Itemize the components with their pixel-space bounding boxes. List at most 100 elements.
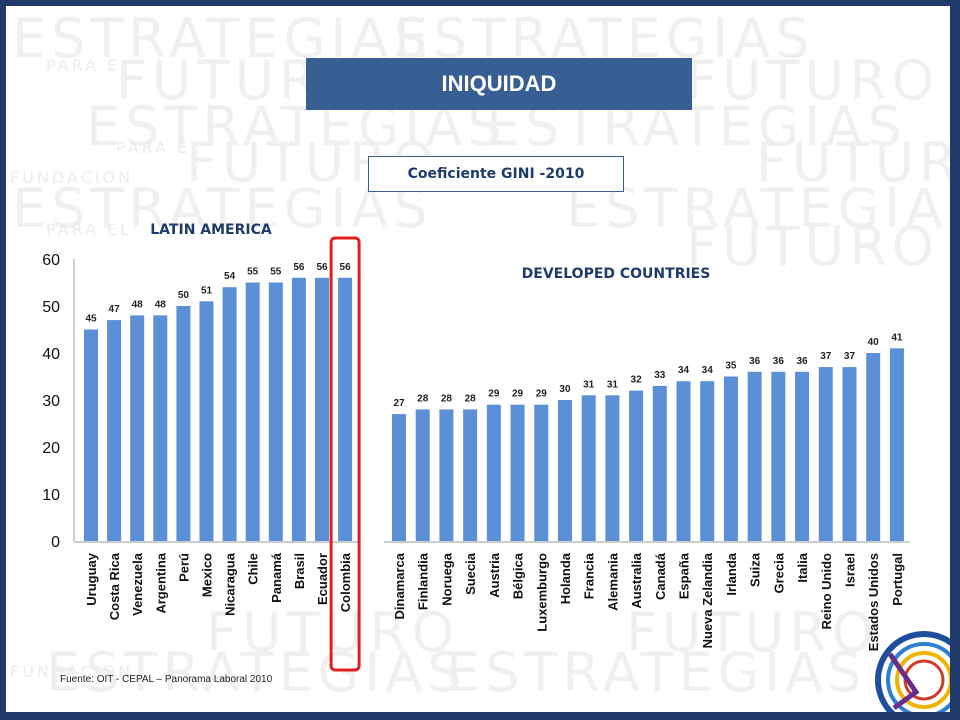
bar xyxy=(676,381,691,541)
data-label: 32 xyxy=(631,375,643,386)
data-label: 56 xyxy=(316,262,328,273)
x-tick-label: Irlanda xyxy=(724,552,739,595)
watermark-row: PARA EL xyxy=(46,220,133,239)
x-tick-label: Alemania xyxy=(605,552,620,611)
gini-chart: 0 10 20 30 40 50 60 LATIN AMERICA 45 Uruguay 47 Cos… xyxy=(42,222,910,672)
bar xyxy=(107,320,122,541)
bar xyxy=(866,353,881,541)
x-tick-label: Portugal xyxy=(890,553,905,606)
data-label: 29 xyxy=(488,389,500,400)
data-label: 29 xyxy=(536,389,548,400)
watermark-row: PARA EL xyxy=(46,56,133,75)
y-tick-label: 50 xyxy=(42,299,60,316)
data-label: 45 xyxy=(85,314,97,325)
bar xyxy=(130,315,145,541)
data-label: 36 xyxy=(797,356,809,367)
bar xyxy=(315,277,329,541)
data-label: 37 xyxy=(820,351,832,362)
bar xyxy=(338,277,353,541)
data-label: 48 xyxy=(155,299,167,310)
watermark-row: ESTRATEGIAS xyxy=(446,641,867,704)
x-tick-label: Perú xyxy=(176,553,191,582)
bar xyxy=(818,367,833,541)
bar xyxy=(842,367,857,541)
data-label: 34 xyxy=(678,365,690,376)
data-label: 33 xyxy=(654,370,666,381)
chart-subtitle: Coeficiente GINI -2010 xyxy=(368,156,624,192)
watermark-row: ESTRATEGIAS xyxy=(12,177,433,240)
watermark-row: ESTRATEGIAS xyxy=(394,7,815,70)
data-label: 40 xyxy=(868,337,880,348)
bar xyxy=(795,371,810,541)
bar xyxy=(723,376,738,541)
data-label: 36 xyxy=(749,356,761,367)
data-label: 56 xyxy=(293,262,305,273)
latin-america-label: LATIN AMERICA xyxy=(150,222,272,238)
watermark-row: PARA EL xyxy=(116,138,203,157)
bar xyxy=(245,282,260,541)
y-tick-label: 30 xyxy=(42,393,60,410)
bar xyxy=(153,315,168,541)
bar xyxy=(176,306,191,541)
x-tick-label: Suecia xyxy=(463,552,478,595)
source-note: Fuente: OIT - CEPAL – Panorama Laboral 2… xyxy=(60,674,273,685)
data-label: 55 xyxy=(270,267,282,278)
x-tick-label: Costa Rica xyxy=(107,552,122,620)
x-tick-label: Grecia xyxy=(771,552,786,593)
data-label: 31 xyxy=(583,379,595,390)
data-label: 30 xyxy=(559,384,571,395)
x-tick-label: Luxemburgo xyxy=(534,553,549,632)
x-tick-label: Finlandia xyxy=(416,552,431,610)
watermark-row: ESTRATEGIAS xyxy=(12,7,433,70)
bar xyxy=(629,390,644,541)
x-tick-label: Panamá xyxy=(269,552,284,603)
x-tick-label: Canadá xyxy=(653,552,668,600)
x-tick-label: España xyxy=(677,552,692,599)
x-tick-label: Austria xyxy=(487,552,502,598)
data-label: 28 xyxy=(441,393,453,404)
bar xyxy=(84,329,98,541)
bar xyxy=(291,277,306,541)
bar xyxy=(392,414,406,541)
x-tick-label: Suiza xyxy=(748,552,763,587)
x-tick-label: Argentina xyxy=(153,552,168,613)
data-label: 47 xyxy=(109,304,121,315)
data-label: 29 xyxy=(512,389,524,400)
data-label: 27 xyxy=(393,398,405,409)
x-tick-label: Mexico xyxy=(200,553,215,597)
y-tick-label: 60 xyxy=(42,252,60,269)
data-label: 55 xyxy=(247,267,259,278)
bar xyxy=(463,409,478,541)
bar xyxy=(557,400,572,541)
slide-title: INIQUIDAD xyxy=(306,58,692,110)
data-label: 34 xyxy=(702,365,714,376)
colombia-highlight xyxy=(329,236,361,672)
x-tick-label: Dinamarca xyxy=(392,552,407,619)
bar xyxy=(747,371,762,541)
x-tick-label: Australia xyxy=(629,552,644,608)
x-tick-label: Reino Unido xyxy=(819,553,834,630)
data-label: 31 xyxy=(607,379,619,390)
bar xyxy=(889,348,904,541)
data-label: 48 xyxy=(132,299,144,310)
x-tick-label: Holanda xyxy=(558,552,573,604)
slide: ESTRATEGIAS ESTRATEGIAS PARA EL FUTURO F… xyxy=(6,6,950,712)
data-label: 41 xyxy=(891,332,903,343)
data-label: 28 xyxy=(417,393,429,404)
x-tick-label: Nueva Zelandia xyxy=(700,552,715,648)
x-tick-label: Colombia xyxy=(338,552,353,612)
bar xyxy=(486,404,501,541)
bar xyxy=(534,404,549,541)
watermark-row: ESTRATEGIAS xyxy=(46,641,467,704)
data-label: 36 xyxy=(773,356,785,367)
bar xyxy=(700,381,715,541)
watermark-row: FUTURO xyxy=(756,131,950,194)
watermark-row: FUNDACION xyxy=(10,168,134,187)
x-tick-label: Bélgica xyxy=(511,552,526,599)
x-tick-label: Italia xyxy=(795,552,810,582)
y-tick-label: 0 xyxy=(51,534,60,551)
bar xyxy=(222,287,237,541)
x-tick-label: Brasil xyxy=(292,553,307,589)
y-tick-label: 10 xyxy=(42,487,60,504)
x-tick-label: Israel xyxy=(842,553,857,587)
